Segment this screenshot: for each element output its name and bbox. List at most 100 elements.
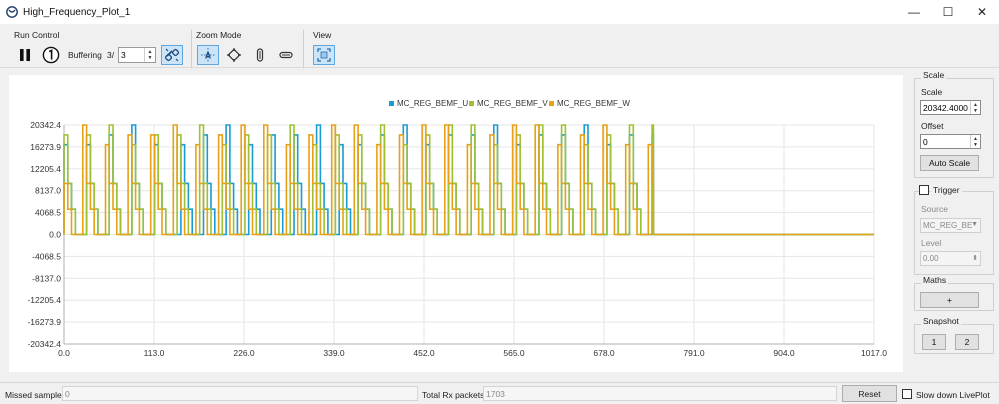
y-tick-label: 20342.4	[30, 120, 61, 130]
x-tick-label: 226.0	[233, 348, 255, 358]
buffering-label: Buffering	[68, 50, 102, 60]
minimize-button[interactable]: —	[908, 5, 920, 19]
level-label: Level	[921, 238, 942, 248]
y-tick-label: -16273.9	[27, 317, 61, 327]
spin-arrows-icon: ⬍	[972, 255, 978, 262]
right-panel: Scale Scale ▲▼ Offset ▲▼ Auto Scale Trig…	[911, 70, 999, 382]
trigger-checkbox[interactable]	[919, 185, 929, 195]
snapshot-2-button[interactable]: 2	[955, 334, 979, 350]
x-tick-label: 565.0	[503, 348, 525, 358]
maximize-button[interactable]: ☐	[942, 5, 954, 19]
zoom-vertical-button[interactable]	[249, 45, 271, 65]
buffering-count: 3/	[107, 50, 115, 60]
trigger-label: Trigger	[931, 185, 962, 195]
zoom-horizontal-button[interactable]	[275, 45, 297, 65]
spin-arrows-icon[interactable]: ▲ ▼	[970, 135, 980, 148]
missed-samples-value: 0	[62, 386, 418, 401]
close-button[interactable]: ✕	[976, 5, 988, 19]
spin-arrows-icon[interactable]: ▲ ▼	[144, 48, 155, 62]
y-tick-label: 4068.5	[35, 208, 61, 218]
fit-view-button[interactable]	[313, 45, 335, 65]
y-tick-label: 8137.0	[35, 186, 61, 196]
offset-label: Offset	[921, 121, 944, 131]
y-tick-label: -4068.5	[32, 251, 61, 261]
x-tick-label: 452.0	[413, 348, 435, 358]
unlink-icon	[164, 48, 180, 62]
chart-legend: MC_REG_BEMF_U MC_REG_BEMF_V MC_REG_BEMF_W	[389, 99, 630, 108]
chevron-down-icon: ▼	[971, 221, 978, 228]
view-group: View	[310, 30, 350, 68]
x-tick-label: 1017.0	[861, 348, 887, 358]
y-tick-label: 0.0	[49, 230, 61, 240]
source-select[interactable]: MC_REG_BE ▼	[920, 218, 981, 233]
offset-spinbox[interactable]: ▲▼	[920, 134, 981, 149]
missed-samples-label: Missed samples	[5, 390, 66, 400]
run-control-label: Run Control	[14, 30, 60, 40]
zoom-mode-label: Zoom Mode	[196, 30, 242, 40]
pause-icon	[20, 49, 30, 61]
zoom-auto-icon: A	[201, 48, 215, 62]
y-tick-label: -8137.0	[32, 273, 61, 283]
snapshot-label: Snapshot	[921, 316, 961, 326]
y-tick-label: -20342.4	[27, 339, 61, 349]
y-tick-label: 12205.4	[30, 164, 61, 174]
maths-label: Maths	[921, 275, 949, 285]
svg-text:A: A	[205, 51, 212, 61]
legend-label: MC_REG_BEMF_V	[477, 99, 548, 108]
window-title: High_Frequency_Plot_1	[23, 6, 131, 18]
legend-swatch	[549, 101, 554, 106]
auto-scale-button[interactable]: Auto Scale	[920, 155, 979, 171]
reset-button[interactable]: Reset	[842, 385, 897, 402]
slow-down-checkbox[interactable]	[902, 389, 912, 399]
link-toggle-button[interactable]	[161, 45, 183, 65]
bemf-line-chart[interactable]: 20342.4 16273.9 12205.4 8137.0 4068.5 0.0 -406…	[9, 75, 903, 372]
add-math-button[interactable]: +	[920, 292, 979, 308]
app-logo-icon	[6, 6, 18, 18]
total-rx-label: Total Rx packets	[422, 390, 485, 400]
scale-input[interactable]	[921, 102, 970, 113]
single-shot-button[interactable]	[40, 45, 62, 65]
legend-swatch	[469, 101, 474, 106]
series-line-mc-reg-bemf-w	[63, 124, 874, 236]
buffering-spinbox[interactable]: ▲▼	[118, 47, 156, 63]
buffering-input[interactable]	[119, 48, 144, 62]
plot-area[interactable]: 20342.4 16273.9 12205.4 8137.0 4068.5 0.0 -406…	[9, 75, 903, 372]
scale-spinbox[interactable]: ▲▼	[920, 100, 981, 115]
x-tick-label: 791.0	[683, 348, 705, 358]
y-tick-label: -12205.4	[27, 295, 61, 305]
pause-button[interactable]	[14, 45, 36, 65]
spin-arrows-icon[interactable]: ▲ ▼	[970, 101, 980, 114]
view-label: View	[313, 30, 332, 40]
level-spinbox[interactable]: 0.00 ⬍	[920, 251, 981, 266]
slow-down-label: Slow down LivePlot	[916, 390, 990, 400]
scale-group-box	[914, 78, 994, 178]
fit-view-icon	[317, 48, 331, 62]
zoom-mode-group: Zoom Mode A	[192, 30, 304, 68]
source-label: Source	[921, 204, 948, 214]
legend-swatch	[389, 101, 394, 106]
y-tick-label: 16273.9	[30, 142, 61, 152]
level-value: 0.00	[923, 254, 939, 263]
legend-label: MC_REG_BEMF_U	[397, 99, 468, 108]
x-tick-label: 678.0	[593, 348, 615, 358]
toolbar: Run Control Buffering 3/ ▲▼	[0, 26, 999, 68]
status-bar: Missed samples 0 Total Rx packets 1703 R…	[0, 382, 999, 404]
zoom-pan-icon	[227, 48, 241, 62]
source-select-value: MC_REG_BE	[923, 221, 973, 230]
maths-group-box	[914, 283, 994, 311]
series-line-mc-reg-bemf-v	[63, 124, 874, 236]
zoom-vertical-icon	[256, 48, 264, 62]
scale-group-title: Scale	[921, 70, 947, 80]
single-shot-icon	[42, 46, 60, 64]
title-bar: High_Frequency_Plot_1 — ☐ ✕	[0, 0, 999, 24]
offset-input[interactable]	[921, 136, 970, 147]
zoom-horizontal-icon	[279, 51, 293, 59]
legend-label: MC_REG_BEMF_W	[557, 99, 630, 108]
series-line-mc-reg-bemf-u	[63, 124, 874, 236]
zoom-pan-button[interactable]	[223, 45, 245, 65]
run-control-group: Run Control Buffering 3/ ▲▼	[8, 30, 192, 68]
x-tick-label: 904.0	[773, 348, 795, 358]
zoom-auto-button[interactable]: A	[197, 45, 219, 65]
total-rx-value: 1703	[483, 386, 837, 401]
snapshot-1-button[interactable]: 1	[922, 334, 946, 350]
